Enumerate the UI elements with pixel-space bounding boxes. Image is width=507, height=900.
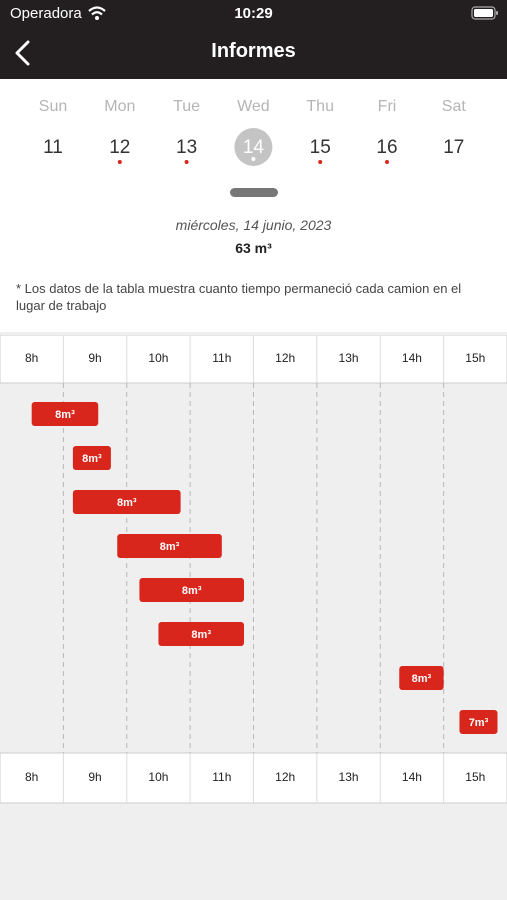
day-date[interactable]: 14 [243, 137, 265, 158]
clock: 10:29 [234, 5, 273, 22]
selected-day [234, 128, 273, 166]
bar-label: 8m³ [82, 453, 102, 465]
day-dot [251, 157, 256, 161]
wifi-icon [88, 6, 106, 20]
hour-label: 9h [88, 351, 101, 365]
back-button[interactable] [12, 40, 34, 66]
bar-label: 8m³ [160, 541, 180, 553]
truck-bar [72, 490, 181, 514]
day-name: Thu [306, 98, 334, 115]
day-date[interactable]: 16 [376, 137, 397, 158]
hour-label: 8h [25, 351, 38, 365]
hour-label: 14h [402, 770, 422, 784]
truck-bar [158, 622, 244, 646]
hour-label: 10h [148, 351, 168, 365]
day-dot [318, 160, 323, 164]
bar-label: 8m³ [117, 497, 137, 509]
bar-label: 7m³ [469, 717, 489, 729]
carrier: Operadora [10, 5, 82, 22]
summary-date: miércoles, 14 junio, 2023 [175, 217, 332, 233]
day-name: Sat [442, 98, 467, 115]
hour-label: 8h [25, 770, 38, 784]
hour-label: 15h [465, 351, 485, 365]
bar-label: 8m³ [412, 673, 432, 685]
week-strip: Sun 11 Mon 12 Tue 13 Wed 14 Thu 15 Fri 16 Sat 17 [0, 79, 507, 205]
day-date[interactable]: 17 [443, 137, 464, 158]
truck-bar [72, 446, 111, 470]
timeline: 8h 8h 9h 9h 10h 10h 11h 11h 12h 12h 13h 13h 14h 14h 15… [0, 335, 507, 804]
truck-bar [31, 402, 99, 426]
truck-bar [399, 666, 444, 690]
day-name: Fri [378, 98, 397, 115]
bar-label: 8m³ [55, 409, 75, 421]
truck-bar [459, 710, 498, 734]
hour-label: 14h [402, 351, 422, 365]
summary-volume: 63 m³ [235, 240, 272, 256]
day-name: Sun [39, 98, 67, 115]
bar-label: 8m³ [182, 585, 202, 597]
hour-label: 13h [339, 770, 359, 784]
hour-label: 11h [212, 351, 231, 365]
day-date[interactable]: 12 [109, 137, 130, 158]
truck-bar [139, 578, 244, 602]
drag-handle [230, 188, 278, 197]
bar-label: 8m³ [191, 629, 211, 641]
hour-label: 10h [148, 770, 168, 784]
hour-label: 13h [339, 351, 359, 365]
day-dot [385, 160, 389, 164]
day-date[interactable]: 11 [43, 137, 63, 158]
truck-bar [117, 534, 222, 558]
hour-label: 12h [275, 770, 295, 784]
hour-label: 9h [88, 770, 101, 784]
day-date[interactable]: 13 [176, 137, 197, 158]
summary: miércoles, 14 junio, 2023 63 m³ * Los da… [0, 205, 507, 332]
header-title: Informes [211, 40, 296, 62]
day-name: Mon [104, 98, 135, 115]
battery-icon [471, 6, 498, 20]
top-bar: Operadora 10:29 Informes [0, 0, 507, 79]
note: * Los datos de la tabla muestra cuanto t… [16, 281, 462, 313]
day-dot [117, 160, 122, 164]
hour-label: 12h [275, 351, 295, 365]
day-dot [184, 160, 189, 164]
hour-label: 15h [465, 770, 485, 784]
hour-label: 11h [212, 770, 231, 784]
day-name: Wed [237, 98, 270, 115]
day-date[interactable]: 15 [310, 137, 331, 158]
day-name: Tue [173, 98, 200, 115]
